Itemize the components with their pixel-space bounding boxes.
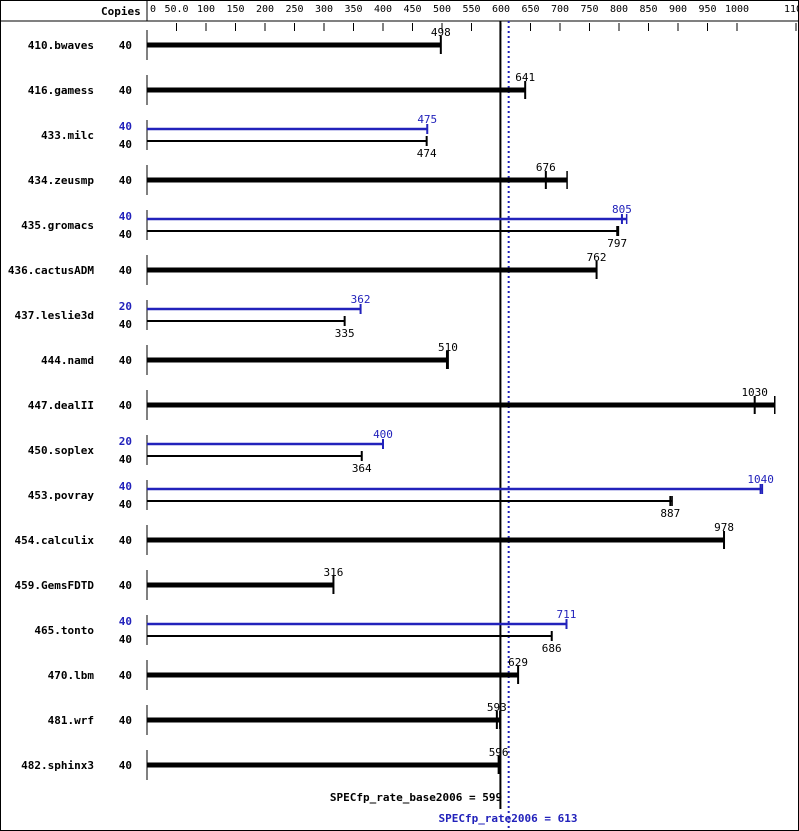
value-label: 475 [417,113,437,126]
value-label: 641 [515,71,535,84]
x-tick-label: 450 [403,4,421,15]
value-label: 711 [557,608,577,621]
x-tick-label: 750 [580,4,598,15]
benchmark-name: 436.cactusADM [8,264,94,277]
x-tick-label: 700 [551,4,569,15]
value-label: 400 [373,428,393,441]
base-copies: 40 [119,354,132,367]
value-label: 474 [417,147,437,160]
benchmark-name: 459.GemsFDTD [15,579,95,592]
x-tick-label: 150 [226,4,244,15]
value-label: 596 [489,746,509,759]
benchmark-name: 481.wrf [48,714,94,727]
base-copies: 40 [119,174,132,187]
value-label: 498 [431,26,451,39]
peak-copies: 20 [119,300,132,313]
peak-copies: 20 [119,435,132,448]
benchmark-name: 465.tonto [34,624,94,637]
base-copies: 40 [119,84,132,97]
x-tick-label: 300 [315,4,333,15]
x-tick-label: 950 [698,4,716,15]
value-label: 364 [352,462,372,475]
base-copies: 40 [119,399,132,412]
base-copies: 40 [119,318,132,331]
value-label: 1030 [741,386,768,399]
peak-summary-label: SPECfp_rate2006 = 613 [438,812,577,825]
benchmark-name: 447.dealII [28,399,94,412]
value-label: 316 [324,566,344,579]
x-tick-label: 650 [521,4,539,15]
base-copies: 40 [119,453,132,466]
benchmark-name: 454.calculix [15,534,95,547]
benchmark-name: 435.gromacs [21,219,94,232]
peak-copies: 40 [119,210,132,223]
base-copies: 40 [119,759,132,772]
base-copies: 40 [119,39,132,52]
x-tick-label: 600 [492,4,510,15]
value-label: 762 [587,251,607,264]
base-copies: 40 [119,633,132,646]
value-label: 797 [607,237,627,250]
peak-copies: 40 [119,120,132,133]
base-copies: 40 [119,498,132,511]
value-label: 335 [335,327,355,340]
x-tick-label: 850 [639,4,657,15]
benchmark-name: 453.povray [28,489,95,502]
x-tick-label: 500 [433,4,451,15]
value-label: 887 [660,507,680,520]
value-label: 676 [536,161,556,174]
x-tick-label: 0 [150,4,156,15]
value-label: 805 [612,203,632,216]
x-tick-label: 800 [610,4,628,15]
x-tick-label: 400 [374,4,392,15]
peak-copies: 40 [119,615,132,628]
base-copies: 40 [119,138,132,151]
value-label: 978 [714,521,734,534]
value-label: 510 [438,341,458,354]
benchmark-name: 434.zeusmp [28,174,95,187]
benchmark-name: 437.leslie3d [15,309,94,322]
peak-copies: 40 [119,480,132,493]
x-tick-label: 100 [197,4,215,15]
x-tick-label: 550 [462,4,480,15]
value-label: 593 [487,701,507,714]
base-copies: 40 [119,669,132,682]
benchmark-name: 410.bwaves [28,39,94,52]
benchmark-name: 416.gamess [28,84,94,97]
x-tick-label: 200 [256,4,274,15]
value-label: 1040 [747,473,774,486]
x-tick-label: 250 [285,4,303,15]
copies-header: Copies [101,5,141,18]
x-tick-label: 1100 [784,4,798,15]
base-copies: 40 [119,228,132,241]
base-copies: 40 [119,579,132,592]
base-copies: 40 [119,264,132,277]
x-tick-label: 900 [669,4,687,15]
x-tick-label: 350 [344,4,362,15]
base-copies: 40 [119,714,132,727]
benchmark-name: 450.soplex [28,444,95,457]
x-tick-label: 1000 [725,4,749,15]
benchmark-name: 433.milc [41,129,94,142]
value-label: 629 [508,656,528,669]
benchmark-name: 482.sphinx3 [21,759,94,772]
base-summary-label: SPECfp_rate_base2006 = 599 [330,791,502,804]
benchmark-name: 470.lbm [48,669,95,682]
value-label: 362 [351,293,371,306]
x-tick-label: 50.0 [164,4,188,15]
base-copies: 40 [119,534,132,547]
benchmark-name: 444.namd [41,354,94,367]
value-label: 686 [542,642,562,655]
